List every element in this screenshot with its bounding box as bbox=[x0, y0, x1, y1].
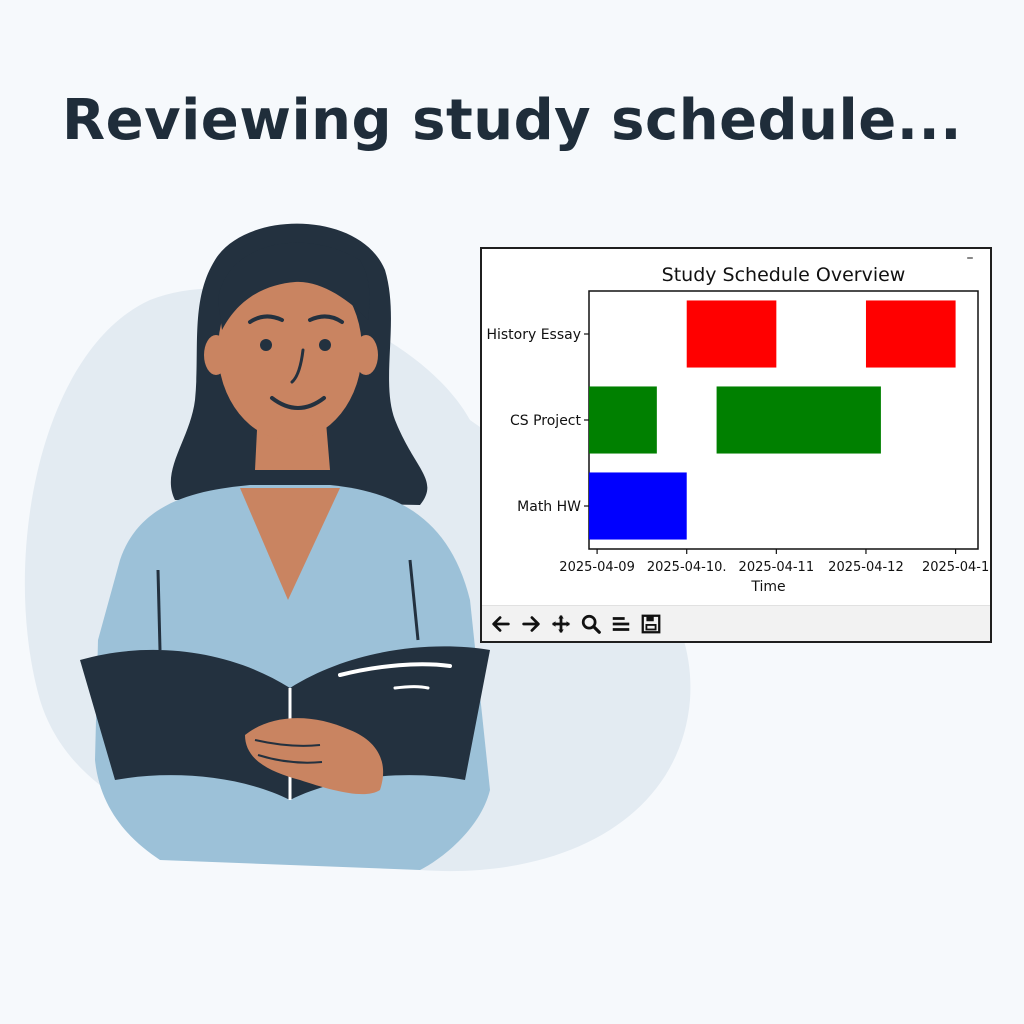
zoom-magnifier-icon bbox=[581, 614, 601, 634]
bar-history-essay bbox=[686, 300, 777, 368]
subplots-button[interactable] bbox=[608, 611, 634, 637]
headline: Reviewing study schedule... bbox=[61, 88, 963, 153]
y-tick-label: CS Project bbox=[510, 413, 582, 429]
x-tick-label: 2025-04-11 bbox=[739, 560, 815, 575]
forward-arrow-icon bbox=[522, 615, 540, 632]
bar-cs-project bbox=[589, 386, 657, 454]
back-arrow-icon bbox=[492, 615, 510, 632]
save-button[interactable] bbox=[638, 611, 664, 637]
plot-toolbar bbox=[482, 605, 990, 641]
minimize-button[interactable]: – bbox=[966, 250, 974, 266]
save-figure-icon bbox=[641, 614, 661, 633]
x-tick-label: 2025-04-09 bbox=[559, 560, 635, 575]
x-tick-label: 2025-04-12 bbox=[828, 560, 904, 575]
bar-history-essay bbox=[865, 300, 956, 368]
y-tick-label: Math HW bbox=[517, 499, 581, 515]
back-button[interactable] bbox=[488, 611, 514, 637]
plot-window: – Study Schedule Overview Math HW CS Proje… bbox=[480, 247, 992, 643]
x-tick-label: 2025-04-1 bbox=[922, 560, 989, 575]
y-tick-label: History Essay bbox=[486, 327, 581, 343]
bar-math-hw bbox=[589, 472, 687, 540]
pan-button[interactable] bbox=[548, 611, 574, 637]
gantt-chart: Study Schedule Overview Math HW CS Project… bbox=[486, 264, 989, 595]
chart-title: Study Schedule Overview bbox=[662, 264, 906, 286]
bar-cs-project bbox=[716, 386, 881, 454]
zoom-button[interactable] bbox=[578, 611, 604, 637]
subplots-config-icon bbox=[612, 616, 630, 631]
pan-move-icon bbox=[551, 614, 571, 633]
x-tick-label: 2025-04-10. bbox=[647, 560, 727, 575]
forward-button[interactable] bbox=[518, 611, 544, 637]
x-axis-label: Time bbox=[750, 579, 785, 595]
